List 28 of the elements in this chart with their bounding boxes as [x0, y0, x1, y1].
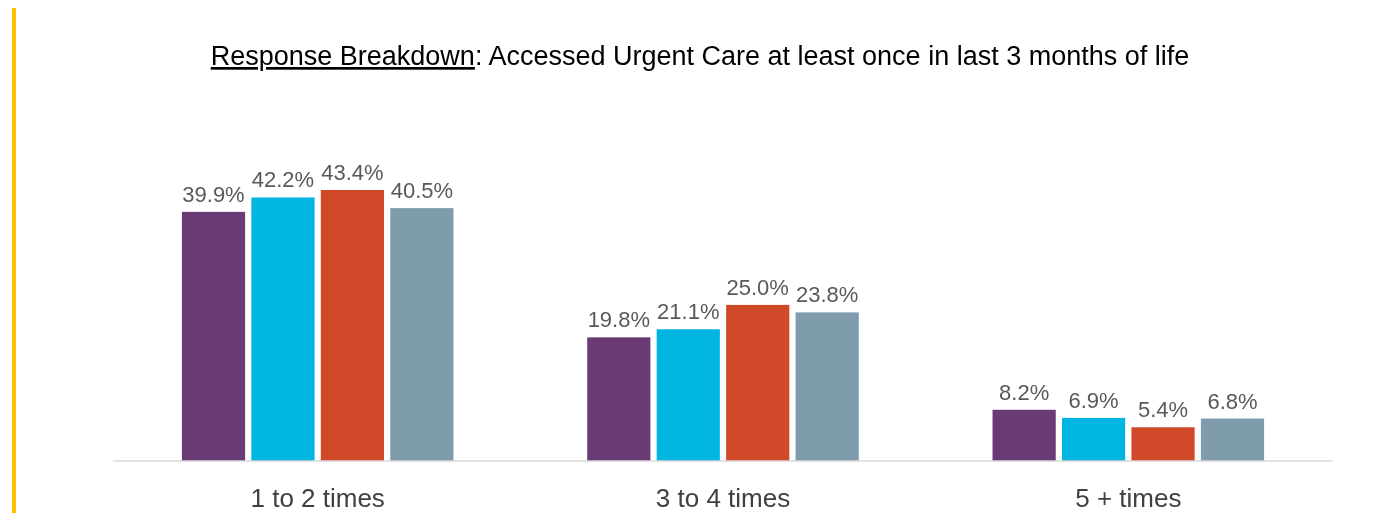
bar [656, 329, 720, 461]
chart-title: Response Breakdown: Accessed Urgent Care at least once in last 3 months of life [210, 41, 1190, 71]
data-label: 6.9% [1068, 387, 1119, 413]
data-label: 39.9% [182, 181, 245, 207]
data-label: 23.8% [795, 282, 859, 308]
bar [1061, 417, 1126, 461]
data-label: 5.4% [1137, 397, 1189, 423]
data-label: 21.1% [657, 299, 720, 325]
data-label: 8.2% [999, 379, 1050, 405]
bar [390, 208, 454, 461]
x-tick-label: 3 to 4 times [655, 483, 791, 513]
bar [181, 211, 246, 461]
data-label: 42.2% [251, 167, 315, 193]
bar [795, 312, 859, 461]
x-tick-label: 1 to 2 times [250, 483, 385, 513]
bar [726, 304, 790, 461]
data-label: 25.0% [726, 274, 789, 300]
data-label: 43.4% [321, 160, 384, 185]
data-label: 40.5% [390, 178, 454, 204]
bar [1200, 418, 1265, 461]
data-label: 19.8% [587, 307, 651, 333]
bar [320, 190, 385, 461]
x-tick-label: 5 + times [1075, 483, 1182, 513]
bar [992, 409, 1056, 461]
bar [587, 337, 651, 461]
data-label: 6.8% [1207, 388, 1258, 414]
bar [251, 197, 315, 461]
bar [1131, 427, 1195, 461]
